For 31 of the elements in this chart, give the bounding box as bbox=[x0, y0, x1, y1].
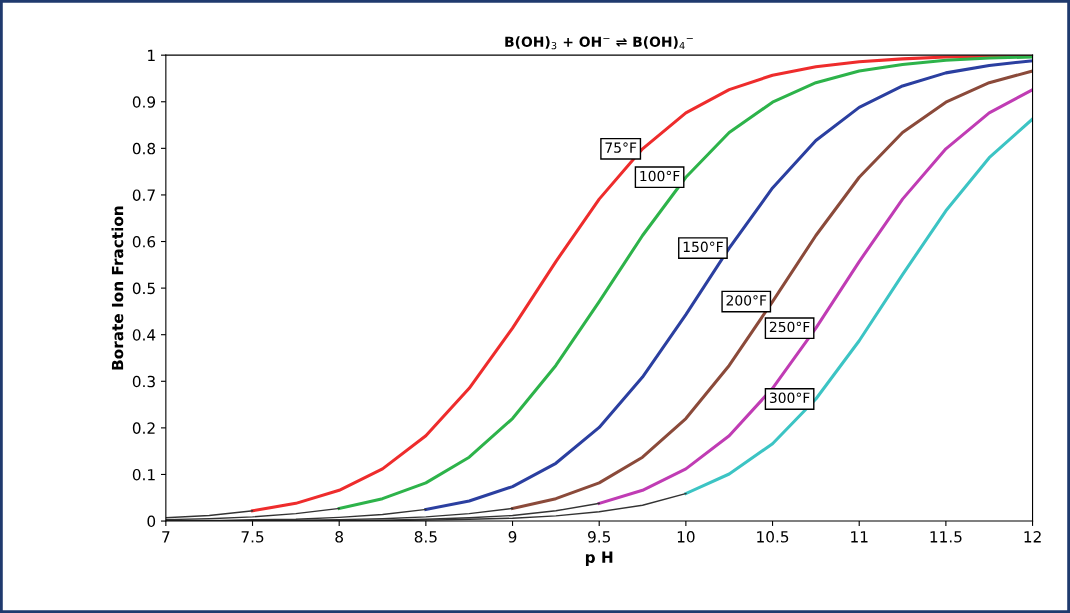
y-tick-label: 0.7 bbox=[132, 189, 155, 201]
series-label: 150°F bbox=[683, 241, 723, 253]
series-label: 100°F bbox=[640, 170, 680, 182]
y-tick-label: 0 bbox=[147, 515, 156, 528]
x-tick-label: 7 bbox=[162, 531, 170, 543]
x-tick-label: 10 bbox=[677, 531, 695, 543]
y-tick-label: 1 bbox=[148, 49, 155, 61]
chart-title: B(OH)$_{3}$ + OH$^{−}$ ⇌ B(OH)$_{4}$$^{−}$ bbox=[505, 36, 693, 50]
x-tick-label: 10.5 bbox=[757, 531, 789, 543]
x-tick-label: 11 bbox=[851, 531, 868, 543]
x-tick-label: 8 bbox=[335, 531, 343, 543]
y-tick-label: 0.5 bbox=[132, 282, 155, 295]
y-tick-label: 0.9 bbox=[132, 96, 156, 108]
x-tick-label: 9.5 bbox=[588, 531, 611, 543]
y-tick-label: 0.1 bbox=[132, 468, 155, 481]
y-tick-label: 0.3 bbox=[132, 375, 155, 388]
y-axis-title: Borate Ion Fraction bbox=[111, 206, 124, 370]
y-tick-label: 0.8 bbox=[132, 142, 156, 155]
series-label: 300°F bbox=[769, 392, 810, 404]
x-tick-label: 12 bbox=[1024, 531, 1041, 543]
x-tick-label: 8.5 bbox=[414, 531, 437, 543]
x-tick-label: 7.5 bbox=[241, 531, 264, 543]
x-axis-title: p H bbox=[585, 551, 613, 566]
y-tick-label: 0.4 bbox=[132, 329, 156, 341]
y-tick-label: 0.2 bbox=[132, 422, 155, 434]
series-label: 75°F bbox=[605, 142, 637, 153]
x-tick-label: 11.5 bbox=[930, 531, 962, 543]
series-label: 250°F bbox=[769, 321, 810, 333]
y-tick-label: 0.6 bbox=[132, 235, 156, 248]
series-label: 200°F bbox=[726, 295, 767, 306]
x-tick-label: 9 bbox=[508, 531, 517, 543]
